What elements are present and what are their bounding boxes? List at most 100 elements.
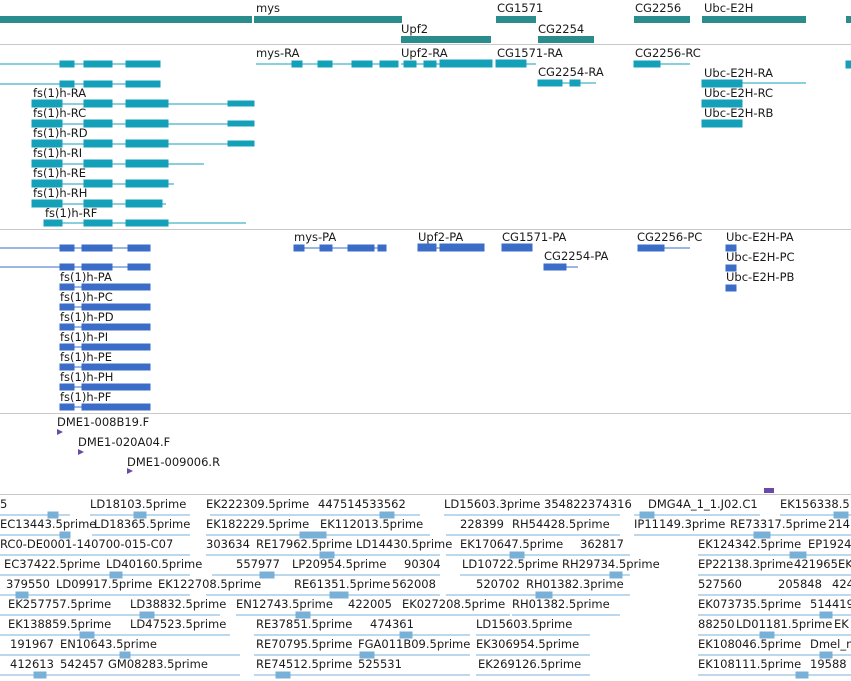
protein-row-fs1h-pd[interactable] — [59, 323, 151, 331]
gene-bar-cg1571[interactable] — [496, 16, 536, 23]
transcript-row-fs1h-re[interactable] — [31, 179, 174, 188]
transcript-label: fs(1)h-RC — [33, 106, 87, 120]
clone-label: DME1-009006.R — [127, 455, 221, 469]
transcript-cg1571-ra[interactable] — [495, 59, 536, 68]
est-label: 205848 — [778, 577, 822, 591]
protein-mys-pa[interactable] — [293, 244, 387, 252]
gene-bar-ubc-e2h[interactable] — [702, 16, 806, 23]
est-label: RH29734.5prime — [562, 557, 660, 571]
est-label: 422005 — [348, 597, 392, 611]
protein-ubc-e2h-pb[interactable] — [725, 284, 737, 292]
transcript-track-glyphs — [0, 59, 851, 227]
clone-track-glyphs — [57, 429, 774, 493]
est-label: 562008 — [392, 577, 436, 591]
est-label: 362817 — [580, 537, 624, 551]
gene-label-cg2256: CG2256 — [635, 1, 682, 15]
track-divider — [0, 413, 851, 414]
est-label: 542457 — [60, 657, 104, 671]
est-label: 447514533562 — [318, 497, 406, 511]
transcript-cg2256-rc[interactable] — [633, 60, 690, 68]
transcript-label: CG2256-RC — [635, 46, 701, 60]
est-label: EK138859.5prime — [8, 617, 112, 631]
est-label: 412613 — [10, 657, 54, 671]
est-label: EK027208.5prime — [402, 597, 506, 611]
transcript-row-fs1h-rf[interactable] — [43, 219, 246, 227]
transcript-ubc-e2h-rb[interactable] — [701, 119, 743, 128]
protein-cg2254-pa[interactable] — [543, 263, 578, 271]
clone-marker[interactable] — [127, 468, 133, 474]
transcript-ubc-e2h-rc[interactable] — [701, 99, 743, 108]
est-feature-marks[interactable] — [15, 511, 849, 679]
transcript-row-fs1h-rc[interactable] — [31, 119, 255, 128]
est-label: LD18103.5prime — [90, 497, 187, 511]
est-label: 88250 — [698, 617, 735, 631]
protein-cg2256-pc[interactable] — [637, 244, 690, 252]
transcript-track: mys-RA Upf2-RA CG1571-RA CG2254-RA CG225… — [0, 45, 851, 230]
est-label: 474361 — [370, 617, 414, 631]
protein-row-fs1h-pe[interactable] — [59, 363, 151, 371]
protein-label: CG2256-PC — [637, 230, 703, 244]
transcript-row-fs1h-rd[interactable] — [31, 139, 255, 148]
est-label: EK — [838, 557, 851, 571]
transcript-label: fs(1)h-RI — [33, 146, 83, 160]
est-label: EN12743.5prime — [236, 597, 333, 611]
transcript-row-fs1h-ra[interactable] — [31, 99, 255, 108]
est-label: 5 — [0, 497, 8, 511]
protein-row-fs1h-pf[interactable] — [59, 403, 151, 411]
est-label: 214 — [828, 517, 850, 531]
clone-track: DME1-008B19.F DME1-020A04.F DME1-009006.… — [0, 414, 851, 494]
clone-marker[interactable] — [764, 488, 774, 493]
protein-row-fs1h-pi[interactable] — [59, 343, 151, 351]
transcript-row-2[interactable] — [0, 80, 161, 88]
protein-label: mys-PA — [294, 230, 337, 244]
gene-bar-leftmost[interactable] — [0, 16, 252, 23]
gene-bar-cg2256[interactable] — [634, 16, 690, 23]
protein-label: fs(1)h-PH — [60, 370, 114, 384]
protein-row-fs1h-pc[interactable] — [59, 303, 151, 311]
protein-row-fs1h-ph[interactable] — [59, 383, 151, 391]
protein-row-2[interactable] — [0, 263, 151, 271]
transcript-upf2-ra[interactable] — [401, 59, 493, 68]
est-label: EK156338.5 — [780, 497, 850, 511]
transcript-right-edge[interactable] — [845, 60, 851, 69]
transcript-label: Ubc-E2H-RC — [704, 86, 774, 100]
est-label: DMG4A_1_1.J02.C1 — [648, 497, 758, 511]
protein-ubc-e2h-pa[interactable] — [725, 244, 737, 252]
est-label: EK108111.5prime — [698, 657, 802, 671]
protein-label: fs(1)h-PD — [60, 310, 114, 324]
est-track: 5 LD18103.5prime EK222309.5prime 4475145… — [0, 495, 851, 681]
transcript-row-fs1h-rh[interactable] — [31, 199, 166, 208]
est-label: RE70795.5prime — [256, 637, 353, 651]
protein-ubc-e2h-pc[interactable] — [725, 264, 737, 272]
track-divider — [0, 44, 851, 45]
protein-label: CG2254-PA — [544, 249, 609, 263]
clone-marker[interactable] — [57, 429, 63, 435]
gene-track: mys Upf2 CG1571 CG2254 CG2256 Ubc-E2H — [0, 0, 851, 44]
transcript-row-fs1h-ri[interactable] — [31, 159, 204, 168]
protein-row-fs1h-pa[interactable] — [59, 283, 151, 291]
transcript-label: fs(1)h-RD — [33, 126, 88, 140]
est-label: 303634 — [206, 537, 250, 551]
protein-row-1[interactable] — [0, 244, 151, 252]
protein-cg1571-pa[interactable] — [501, 243, 533, 252]
gene-bar-right-edge[interactable] — [846, 16, 851, 23]
protein-label: fs(1)h-PF — [60, 390, 112, 404]
protein-label: Ubc-E2H-PA — [726, 230, 794, 244]
transcript-ubc-e2h-ra[interactable] — [701, 79, 806, 88]
est-label: EK222309.5prime — [206, 497, 310, 511]
clone-marker[interactable] — [78, 449, 84, 455]
transcript-cg2254-ra[interactable] — [537, 79, 596, 87]
transcript-label: Ubc-E2H-RB — [704, 106, 774, 120]
gene-bar-upf2[interactable] — [401, 36, 491, 43]
est-label: RE17962.5prime — [256, 537, 353, 551]
gene-bar-mys[interactable] — [254, 16, 402, 23]
est-label: 520702 — [476, 577, 520, 591]
transcript-label: CG1571-RA — [497, 46, 563, 60]
gene-bar-cg2254[interactable] — [538, 36, 594, 43]
transcript-row-1[interactable] — [0, 60, 161, 68]
est-label: 379550 — [6, 577, 50, 591]
protein-upf2-pa[interactable] — [417, 243, 485, 252]
est-label: GM08283.5prime — [108, 657, 208, 671]
est-label: IP11149.3prime — [634, 517, 726, 531]
transcript-mys-ra[interactable] — [256, 60, 399, 68]
